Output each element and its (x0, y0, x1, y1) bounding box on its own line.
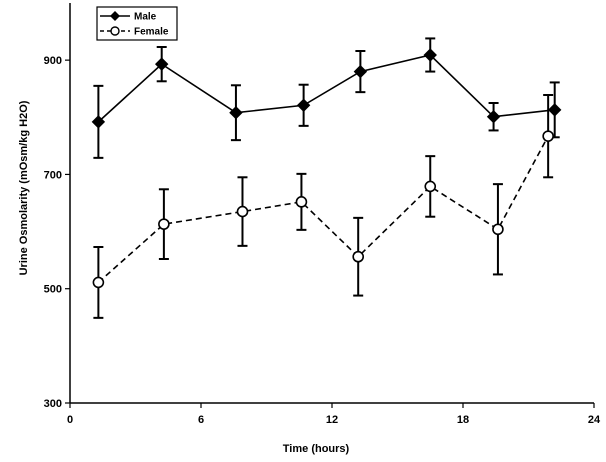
series-line (97, 135, 549, 284)
ticks: 0 6 12 18 24 300 500 700 900 (44, 55, 601, 426)
legend-marker (110, 26, 120, 36)
series-line (97, 54, 555, 123)
data-point (91, 115, 106, 129)
x-tick-label: 0 (67, 414, 73, 426)
series-male (91, 37, 562, 159)
data-point (154, 57, 169, 71)
data-point (92, 276, 105, 289)
data-point (423, 48, 437, 62)
x-axis-label: Time (hours) (283, 443, 350, 455)
data-point (492, 223, 504, 236)
data-point (353, 64, 368, 79)
legend-entry-female: Female (100, 26, 169, 38)
y-axis-label: Urine Osmolarity (mOsm/kg H2O) (18, 100, 30, 275)
y-tick-label: 900 (44, 55, 62, 67)
data-point (229, 106, 243, 120)
x-tick-label: 12 (326, 414, 338, 426)
axes (69, 3, 594, 404)
x-tick-label: 18 (457, 414, 469, 426)
legend-box (96, 6, 178, 41)
legend-label: Male (134, 12, 157, 23)
data-point (486, 110, 501, 124)
y-tick-label: 500 (44, 284, 62, 296)
legend-marker (110, 11, 120, 21)
data-point (295, 196, 308, 208)
series-layer (91, 37, 562, 319)
legend: Male Female (96, 6, 178, 41)
data-point (236, 205, 249, 218)
legend-entry-male: Male (100, 11, 157, 23)
x-tick-label: 6 (198, 414, 204, 426)
data-point (542, 130, 554, 142)
data-point (424, 180, 437, 193)
data-point (296, 98, 311, 112)
y-tick-label: 300 (44, 398, 62, 410)
series-female (92, 94, 554, 319)
legend-label: Female (134, 27, 169, 38)
data-point (352, 250, 365, 263)
data-point (547, 103, 562, 117)
x-tick-label: 24 (588, 414, 601, 426)
data-point (158, 218, 170, 230)
y-tick-label: 700 (44, 169, 62, 181)
